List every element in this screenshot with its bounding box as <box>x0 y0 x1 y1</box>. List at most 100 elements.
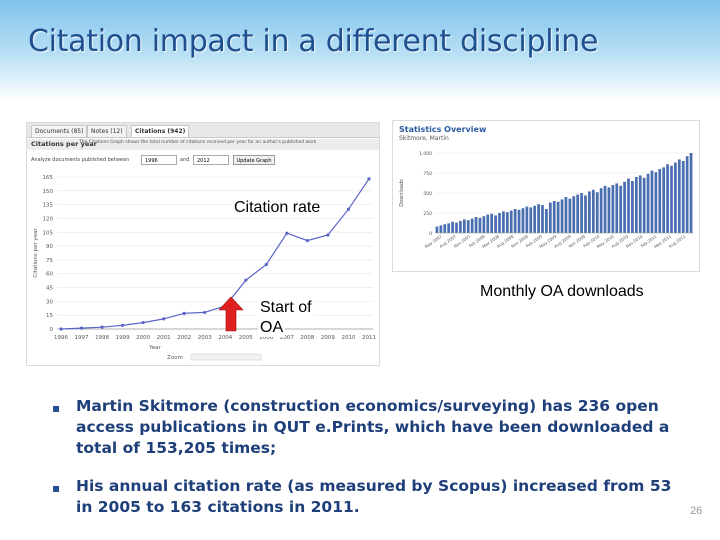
update-graph-button[interactable]: Update Graph <box>233 155 275 165</box>
y-tick-label: 0 <box>429 231 432 237</box>
data-point <box>367 177 371 181</box>
download-bar <box>595 192 599 233</box>
x-tick-label: 1997 <box>75 335 89 341</box>
download-bar <box>462 219 466 233</box>
data-point <box>346 207 351 211</box>
download-bar <box>670 165 673 233</box>
download-bar <box>474 217 478 233</box>
statistics-subtitle: Skitmore, Martin <box>399 135 449 142</box>
data-point <box>203 310 207 315</box>
y-tick-label: 105 <box>43 230 54 236</box>
data-point <box>100 325 104 329</box>
x-tick-label: 2004 <box>218 335 232 341</box>
download-bar <box>470 218 474 233</box>
y-tick-label: 120 <box>43 216 54 222</box>
y-tick-label: 750 <box>423 171 432 177</box>
download-bar <box>533 205 537 233</box>
download-bar <box>455 222 458 233</box>
download-bar <box>666 164 669 233</box>
download-bar <box>541 205 544 233</box>
download-bar <box>674 162 677 233</box>
download-bar <box>576 194 580 233</box>
download-bar <box>634 177 638 233</box>
data-point <box>141 320 145 325</box>
download-bar <box>646 173 650 233</box>
download-bar <box>513 209 517 233</box>
download-bar <box>439 225 443 233</box>
y-tick-label: 250 <box>423 211 432 217</box>
start-of-oa-label-line2: OA <box>258 318 286 337</box>
y-tick-label: 75 <box>46 258 53 264</box>
data-point <box>121 323 125 327</box>
tab-documents[interactable]: Documents (85) <box>31 125 88 137</box>
download-bar <box>486 214 490 233</box>
download-bar <box>509 210 513 233</box>
bullet-2: ▪ His annual citation rate (as measured … <box>52 476 676 518</box>
y-tick-label: 90 <box>46 244 53 250</box>
download-bar <box>611 185 615 233</box>
y-axis-label: Downloads <box>399 179 405 207</box>
download-bar <box>517 209 521 233</box>
citation-rate-label: Citation rate <box>234 198 321 217</box>
data-point <box>59 327 63 331</box>
download-bar <box>658 169 662 233</box>
download-bar <box>545 209 548 233</box>
statistics-panel: Statistics Overview Skitmore, Martin 1,0… <box>392 120 700 272</box>
download-bar <box>603 185 607 233</box>
y-tick-label: 60 <box>46 272 53 278</box>
data-point <box>305 238 309 243</box>
monthly-downloads-label: Monthly OA downloads <box>480 282 644 301</box>
bullet-square-icon: ▪ <box>52 401 61 415</box>
download-bar <box>607 187 611 233</box>
x-tick-label: 2006 <box>259 335 273 341</box>
download-bar <box>677 159 681 233</box>
y-tick-label: 30 <box>46 299 53 305</box>
download-bar <box>443 224 447 233</box>
zoom-label: Zoom <box>167 355 183 361</box>
download-bar <box>521 208 525 233</box>
download-bar <box>447 223 451 233</box>
x-tick-label: 2000 <box>136 335 150 341</box>
download-bar <box>591 189 595 233</box>
data-point <box>182 311 186 315</box>
x-tick-label: 2009 <box>321 335 335 341</box>
data-point <box>264 262 268 267</box>
download-bar <box>525 206 529 233</box>
bullet-square-icon: ▪ <box>52 481 61 495</box>
download-bar <box>556 201 560 233</box>
download-bar <box>552 201 556 233</box>
tab-notes[interactable]: Notes (12) <box>87 125 127 137</box>
x-tick-label: 2011 <box>362 335 376 341</box>
zoom-slider <box>190 353 262 361</box>
download-bar <box>627 178 630 233</box>
y-tick-label: 1,000 <box>419 151 432 157</box>
to-year-select[interactable]: 2012 <box>193 155 229 165</box>
download-bar <box>685 156 689 233</box>
citations-header: Citations per year <box>27 139 379 150</box>
download-bar <box>482 216 486 233</box>
download-bar <box>494 215 497 233</box>
x-tick-label: 1998 <box>95 335 109 341</box>
statistics-title: Statistics Overview <box>399 125 487 134</box>
download-bar <box>619 185 623 233</box>
download-bar <box>650 170 654 233</box>
x-axis-label: Year <box>148 345 161 351</box>
download-bar <box>568 198 572 233</box>
download-bar <box>435 226 439 233</box>
download-bar <box>588 191 591 233</box>
download-bar <box>502 211 505 233</box>
download-bar <box>451 221 454 233</box>
x-tick-label: 2002 <box>177 335 191 341</box>
data-point <box>285 231 289 235</box>
up-arrow-icon <box>218 296 244 332</box>
download-bar <box>572 196 576 233</box>
data-point <box>162 317 166 321</box>
y-tick-label: 15 <box>46 313 53 319</box>
from-year-select[interactable]: 1996 <box>141 155 177 165</box>
y-tick-label: 500 <box>423 191 432 197</box>
y-tick-label: 0 <box>50 327 54 333</box>
tab-citations[interactable]: Citations (942) <box>131 125 190 137</box>
download-bar <box>529 207 533 233</box>
download-bar <box>560 199 564 233</box>
